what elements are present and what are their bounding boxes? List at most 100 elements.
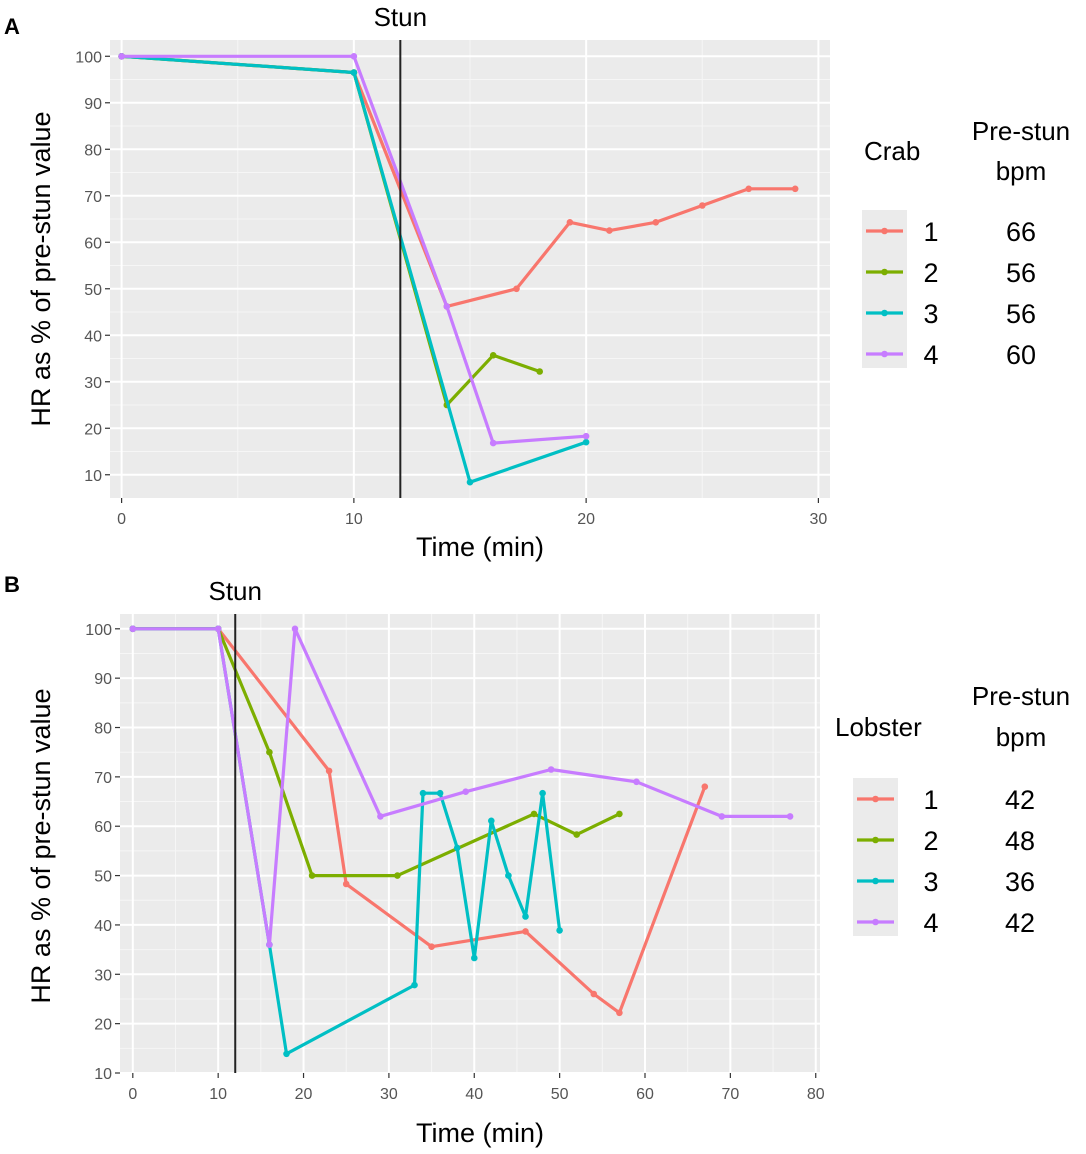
- chart-b-legend-bpm-4: 42: [1005, 908, 1035, 938]
- chart-b-series-point-3: [411, 981, 418, 989]
- chart-a: 10 20 30 40 50 60 70 80 90 100 0 10 20 30 Stun Time (mi…: [26, 2, 1070, 562]
- chart-b-x-tick-label: 0: [128, 1086, 137, 1103]
- chart-a-series-point-1: [652, 219, 660, 226]
- chart-a-x-axis-title: Time (min): [416, 532, 544, 562]
- chart-b: 10 20 30 40 50 60 70 80 90 100 0 10 20 30 40 50 60 70 80 St…: [26, 576, 1070, 1148]
- chart-b-legend-key-background: [853, 778, 898, 936]
- panel-label-a: A: [4, 14, 20, 39]
- chart-b-series-point-3: [539, 789, 546, 797]
- chart-b-bpm-header-line2: bpm: [996, 722, 1047, 752]
- chart-a-legend-key-background: [862, 210, 907, 368]
- chart-a-series-point-4: [582, 432, 590, 440]
- chart-a-y-tick-label: 90: [84, 96, 102, 113]
- chart-b-y-tick-label: 70: [94, 770, 112, 787]
- chart-b-legend-key-point-2: [872, 836, 879, 844]
- chart-b-series-line-3: [131, 627, 562, 1056]
- chart-b-bpm-header-line1: Pre-stun: [972, 681, 1070, 711]
- chart-b-x-tick-label: 50: [551, 1086, 569, 1103]
- chart-a-y-tick-label: 80: [84, 142, 102, 159]
- chart-a-legend-bpm-2: 56: [1006, 258, 1036, 288]
- chart-b-series-line-2: [131, 627, 622, 878]
- chart-b-series-point-2: [308, 872, 316, 879]
- chart-b-legend-key-point-4: [872, 918, 879, 926]
- chart-b-y-tick-label: 20: [94, 1017, 112, 1034]
- chart-b-stun-label: Stun: [208, 576, 262, 606]
- chart-a-stun-label: Stun: [374, 2, 428, 32]
- chart-b-series-point-1: [701, 783, 709, 790]
- chart-b-series-point-4: [786, 813, 794, 820]
- chart-b-series-point-2: [573, 831, 580, 838]
- chart-a-legend-label-1: 1: [923, 217, 938, 247]
- chart-a-series-point-1: [606, 227, 613, 234]
- chart-a-series-point-4: [489, 439, 497, 447]
- chart-b-y-tick-label: 50: [94, 869, 112, 886]
- chart-b-legend-label-1: 1: [923, 785, 938, 815]
- chart-b-series-point-1: [428, 943, 435, 950]
- chart-b-legend-bpm-2: 48: [1005, 826, 1035, 856]
- chart-a-x-tick-label: 0: [117, 511, 126, 528]
- chart-b-y-tick-label: 80: [94, 721, 112, 738]
- chart-a-series-point-3: [582, 438, 590, 446]
- chart-a-series-point-4: [118, 53, 125, 60]
- chart-b-series-point-1: [590, 990, 598, 998]
- chart-b-x-tick-label: 40: [465, 1086, 483, 1103]
- chart-b-series-point-4: [129, 625, 137, 633]
- chart-a-y-axis-title: HR as % of pre-stun value: [26, 111, 56, 426]
- chart-a-y-tick-label: 100: [75, 49, 102, 66]
- chart-b-legend-label-3: 3: [923, 867, 938, 897]
- chart-a-series-line-3: [119, 54, 588, 484]
- chart-b-series-point-3: [488, 817, 495, 825]
- chart-a-series-point-1: [745, 185, 752, 193]
- chart-b-series-point-3: [556, 927, 563, 934]
- chart-b-x-tick-label: 60: [636, 1086, 654, 1103]
- chart-b-series-point-4: [377, 813, 384, 820]
- chart-a-x-tick-label: 30: [809, 511, 827, 528]
- chart-a-legend-key-point-2: [881, 268, 888, 276]
- chart-b-y-tick-label: 90: [94, 671, 112, 688]
- chart-a-series-point-1: [566, 219, 574, 226]
- chart-a-legend-bpm-1: 66: [1006, 217, 1036, 247]
- chart-a-legend-label-4: 4: [923, 340, 938, 370]
- chart-a-series-point-2: [536, 368, 543, 375]
- chart-b-series-point-3: [471, 954, 478, 962]
- chart-b-series-point-2: [530, 810, 538, 818]
- chart-b-series-point-4: [718, 813, 726, 820]
- chart-b-y-tick-label: 30: [94, 967, 112, 984]
- chart-b-x-tick-label: 10: [209, 1086, 227, 1103]
- chart-b-series-point-4: [266, 941, 273, 948]
- chart-b-series-point-3: [453, 844, 461, 852]
- chart-b-series-line-4: [131, 627, 792, 947]
- chart-b-series-point-2: [394, 872, 401, 879]
- chart-b-x-axis-title: Time (min): [416, 1118, 544, 1148]
- chart-b-series-point-3: [522, 913, 529, 920]
- chart-b-series-point-4: [462, 788, 470, 795]
- chart-b-x-tick-label: 70: [721, 1086, 739, 1103]
- chart-b-series-point-2: [616, 810, 623, 818]
- chart-b-series-point-2: [266, 748, 273, 756]
- chart-b-y-tick-label: 100: [85, 622, 112, 639]
- chart-b-series-point-1: [342, 880, 350, 888]
- chart-b-series-point-3: [419, 789, 427, 797]
- chart-b-series-point-3: [283, 1050, 290, 1058]
- chart-b-x-tick-label: 80: [807, 1086, 825, 1103]
- chart-a-series-point-1: [513, 285, 520, 293]
- chart-b-y-axis-title: HR as % of pre-stun value: [26, 688, 56, 1003]
- chart-b-series-point-4: [214, 625, 222, 633]
- chart-a-y-tick-label: 60: [84, 235, 102, 252]
- chart-b-series-point-4: [633, 778, 640, 786]
- chart-a-legend-key-point-1: [881, 227, 888, 235]
- chart-b-legend-title: Lobster: [835, 712, 922, 742]
- panel-label-b: B: [4, 572, 20, 597]
- chart-a-y-tick-label: 70: [84, 189, 102, 206]
- chart-b-series-point-1: [325, 767, 333, 775]
- chart-b-x-tick-label: 20: [295, 1086, 313, 1103]
- chart-a-series-point-4: [443, 303, 451, 310]
- chart-a-legend-key-point-3: [881, 309, 888, 317]
- chart-b-legend-label-2: 2: [923, 826, 938, 856]
- chart-a-y-tick-label: 30: [84, 375, 102, 392]
- chart-b-series-point-4: [291, 625, 299, 633]
- chart-b-legend-bpm-3: 36: [1005, 867, 1035, 897]
- chart-a-x-tick-label: 10: [345, 511, 363, 528]
- chart-a-bpm-header-line1: Pre-stun: [972, 116, 1070, 146]
